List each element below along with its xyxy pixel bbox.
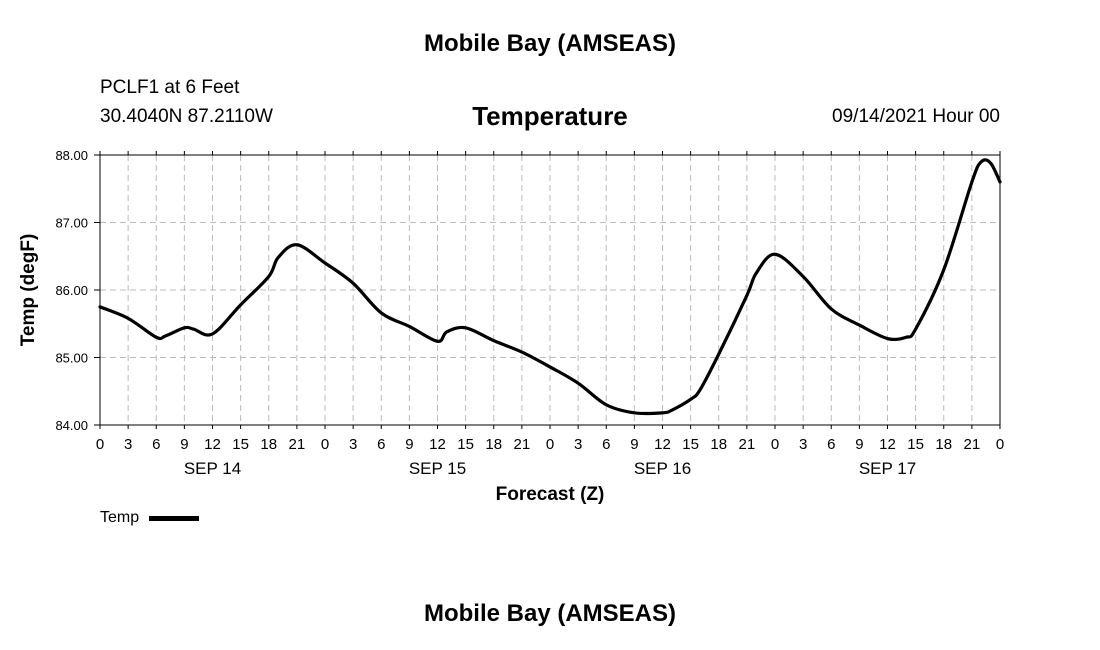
x-tick-label: 3: [574, 436, 582, 453]
series-line-temp: [98, 158, 1002, 416]
footer-title: Mobile Bay (AMSEAS): [423, 600, 677, 627]
legend-swatch-temp: [149, 515, 200, 521]
y-tick-label: 84.00: [55, 418, 88, 433]
x-tick-label: 6: [602, 436, 610, 453]
y-tick-label: 86.00: [55, 283, 88, 298]
legend: Temp: [100, 509, 200, 527]
y-tick-label: 87.00: [55, 216, 88, 231]
parameter-title: Temperature: [472, 101, 628, 131]
y-axis-label: Temp (degF): [18, 234, 39, 347]
coordinates-label: 30.4040N 87.2110W: [100, 106, 273, 127]
x-tick-label: 9: [630, 436, 638, 453]
x-tick-label: 21: [289, 436, 306, 453]
x-tick-label: 15: [457, 436, 474, 453]
x-tick-label: 0: [996, 436, 1004, 453]
day-label: SEP 17: [859, 459, 916, 478]
x-tick-label: 0: [96, 436, 104, 453]
x-tick-label: 6: [377, 436, 385, 453]
x-tick-label: 12: [879, 436, 896, 453]
x-tick-label: 21: [964, 436, 981, 453]
y-tick-label: 88.00: [55, 148, 88, 163]
x-tick-label: 0: [771, 436, 779, 453]
station-label: PCLF1 at 6 Feet: [100, 77, 240, 98]
x-tick-label: 18: [485, 436, 502, 453]
x-tick-label: 21: [739, 436, 756, 453]
x-tick-label: 12: [654, 436, 671, 453]
x-tick-label: 18: [260, 436, 277, 453]
x-axis-ticks: 0 3 6 9 12 15 18 21 0 3 6 9 12 15 18 21 0 3 6 9 12 15 18 21 0 3 6 9…: [96, 151, 1004, 453]
x-tick-label: 18: [935, 436, 952, 453]
grid-lines: [100, 155, 1000, 425]
x-tick-label: 3: [799, 436, 807, 453]
day-label: SEP 16: [634, 459, 691, 478]
x-tick-label: 3: [349, 436, 357, 453]
y-axis-ticks: 84.00 85.00 86.00 87.00 88.00: [55, 148, 100, 433]
x-tick-label: 9: [855, 436, 863, 453]
x-axis-label: Forecast (Z): [496, 484, 605, 505]
forecast-datetime: 09/14/2021 Hour 00: [832, 106, 1000, 127]
x-tick-label: 18: [710, 436, 727, 453]
plot-frame: [99, 154, 1001, 426]
x-tick-label: 9: [180, 436, 188, 453]
x-tick-label: 12: [204, 436, 221, 453]
x-tick-label: 21: [514, 436, 531, 453]
chart-title: Mobile Bay (AMSEAS): [423, 30, 677, 57]
x-tick-label: 0: [321, 436, 329, 453]
x-tick-label: 0: [546, 436, 554, 453]
x-tick-label: 3: [124, 436, 132, 453]
x-tick-label: 15: [232, 436, 249, 453]
day-label: SEP 15: [409, 459, 466, 478]
series-group: [98, 158, 1002, 416]
day-label: SEP 14: [184, 459, 241, 478]
x-tick-label: 15: [907, 436, 924, 453]
x-tick-label: 6: [152, 436, 160, 453]
x-tick-label: 15: [682, 436, 699, 453]
day-labels: SEP 14 SEP 15 SEP 16 SEP 17: [184, 459, 916, 478]
x-tick-label: 12: [429, 436, 446, 453]
legend-label-temp: Temp: [100, 509, 140, 526]
x-tick-label: 6: [827, 436, 835, 453]
x-tick-label: 9: [405, 436, 413, 453]
y-tick-label: 85.00: [55, 351, 88, 366]
